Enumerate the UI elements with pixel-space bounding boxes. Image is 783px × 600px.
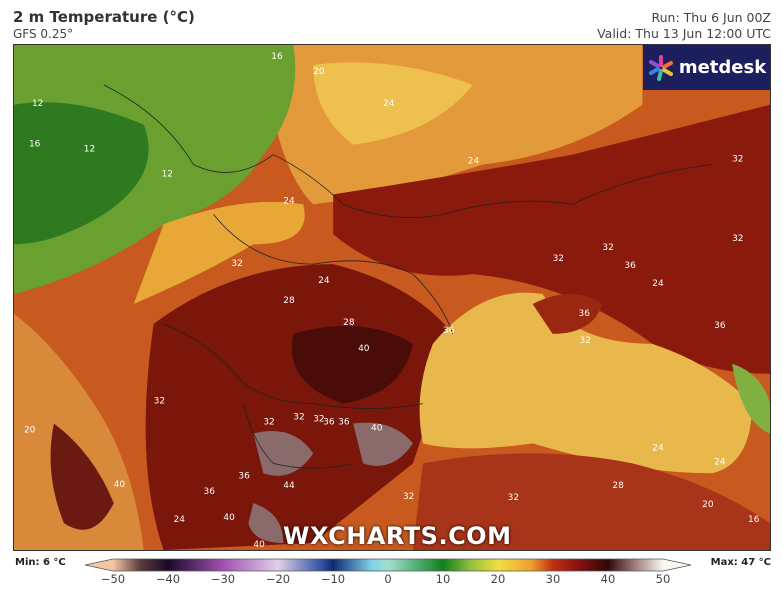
contour-label: 36 [714, 321, 726, 331]
contour-label: 32 [263, 418, 274, 428]
contour-label: 24 [652, 279, 664, 289]
contour-label: 40 [371, 423, 383, 433]
contour-label: 40 [253, 540, 265, 550]
contour-label: 28 [283, 296, 295, 306]
colorbar-tick: −20 [265, 572, 291, 586]
yellow-ukraine [313, 62, 473, 145]
contour-label: 32 [293, 413, 304, 423]
metdesk-logo: metdesk [643, 45, 770, 90]
metdesk-star-icon [648, 54, 673, 81]
yellow-hungary-edge [133, 201, 305, 304]
italy-orange [14, 313, 144, 550]
run-info: Run: Thu 6 Jun 00Z Valid: Thu 13 Jun 12:… [597, 10, 771, 42]
contour-label: 40 [358, 344, 370, 354]
map-title: 2 m Temperature (°C) [13, 8, 195, 26]
contour-label: 32 [313, 415, 324, 425]
contour-label: 36 [579, 309, 591, 319]
contour-label: 36 [443, 326, 455, 336]
contour-label: 24 [468, 157, 480, 167]
legend-min: Min: 6 °C [15, 557, 66, 568]
black-sea [419, 292, 753, 474]
colorbar [85, 558, 692, 572]
contour-label: 20 [24, 425, 36, 435]
contour-label: 40 [223, 513, 235, 523]
colorbar-tick: 50 [655, 572, 671, 586]
watermark: WXCHARTS.COM [283, 522, 512, 550]
contour-label: 16 [29, 140, 41, 150]
contour-label: 44 [283, 481, 295, 491]
contour-label: 32 [732, 234, 743, 244]
contour-label: 24 [714, 457, 726, 467]
contour-label: 32 [231, 259, 242, 269]
valid-time: Valid: Thu 13 Jun 12:00 UTC [597, 26, 771, 41]
logo-text: metdesk [678, 57, 767, 78]
contour-label: 20 [702, 500, 714, 510]
contour-label: 24 [318, 276, 330, 286]
colorbar-tick: −50 [100, 572, 126, 586]
contour-label: 24 [652, 443, 664, 453]
caucasus-green [732, 363, 770, 434]
contour-label: 36 [203, 487, 215, 497]
grey-hot-greece [248, 422, 413, 544]
run-time: Run: Thu 6 Jun 00Z [651, 10, 771, 25]
contour-label: 36 [323, 418, 335, 428]
contour-label: 16 [748, 515, 760, 525]
contour-label: 20 [313, 67, 325, 77]
hot-core [291, 325, 413, 404]
colorbar-tick: 40 [600, 572, 616, 586]
contour-label: 32 [154, 397, 165, 407]
dark-red-east [333, 104, 770, 374]
contour-label: 12 [162, 169, 173, 179]
contour-label: 12 [84, 145, 95, 155]
crimea [532, 294, 603, 334]
colorbar-tick: 20 [490, 572, 506, 586]
colorbar-tick: −40 [155, 572, 181, 586]
contour-label: 24 [383, 99, 395, 109]
model-name: GFS 0.25° [13, 27, 74, 41]
italy-hot [50, 423, 114, 530]
colorbar-tick: 10 [435, 572, 451, 586]
contour-label: 40 [114, 480, 126, 490]
contour-label: 24 [283, 196, 295, 206]
contour-label: 36 [338, 418, 350, 428]
country-borders [103, 84, 713, 469]
contour-label: 32 [403, 492, 414, 502]
turkey [412, 453, 770, 550]
legend-max: Max: 47 °C [710, 557, 771, 568]
contour-label: 32 [553, 254, 564, 264]
contour-label: 12 [32, 99, 43, 109]
contour-label: 16 [271, 52, 283, 62]
contour-label: 36 [238, 471, 250, 481]
contour-label: 32 [732, 155, 743, 165]
colorbar-tick: 30 [545, 572, 561, 586]
contour-label: 36 [624, 261, 636, 271]
contour-label: 36 [303, 550, 315, 551]
contour-label: 28 [612, 481, 624, 491]
colorbar-tick: −10 [320, 572, 346, 586]
contour-label: 32 [580, 336, 591, 346]
contour-label: 32 [602, 243, 613, 253]
dark-green [14, 102, 149, 245]
colorbar-tick: 0 [384, 572, 392, 586]
contour-label: 32 [508, 493, 519, 503]
contour-label: 28 [343, 318, 355, 328]
contour-label: 24 [174, 515, 186, 525]
colorbar-tick: −30 [210, 572, 236, 586]
